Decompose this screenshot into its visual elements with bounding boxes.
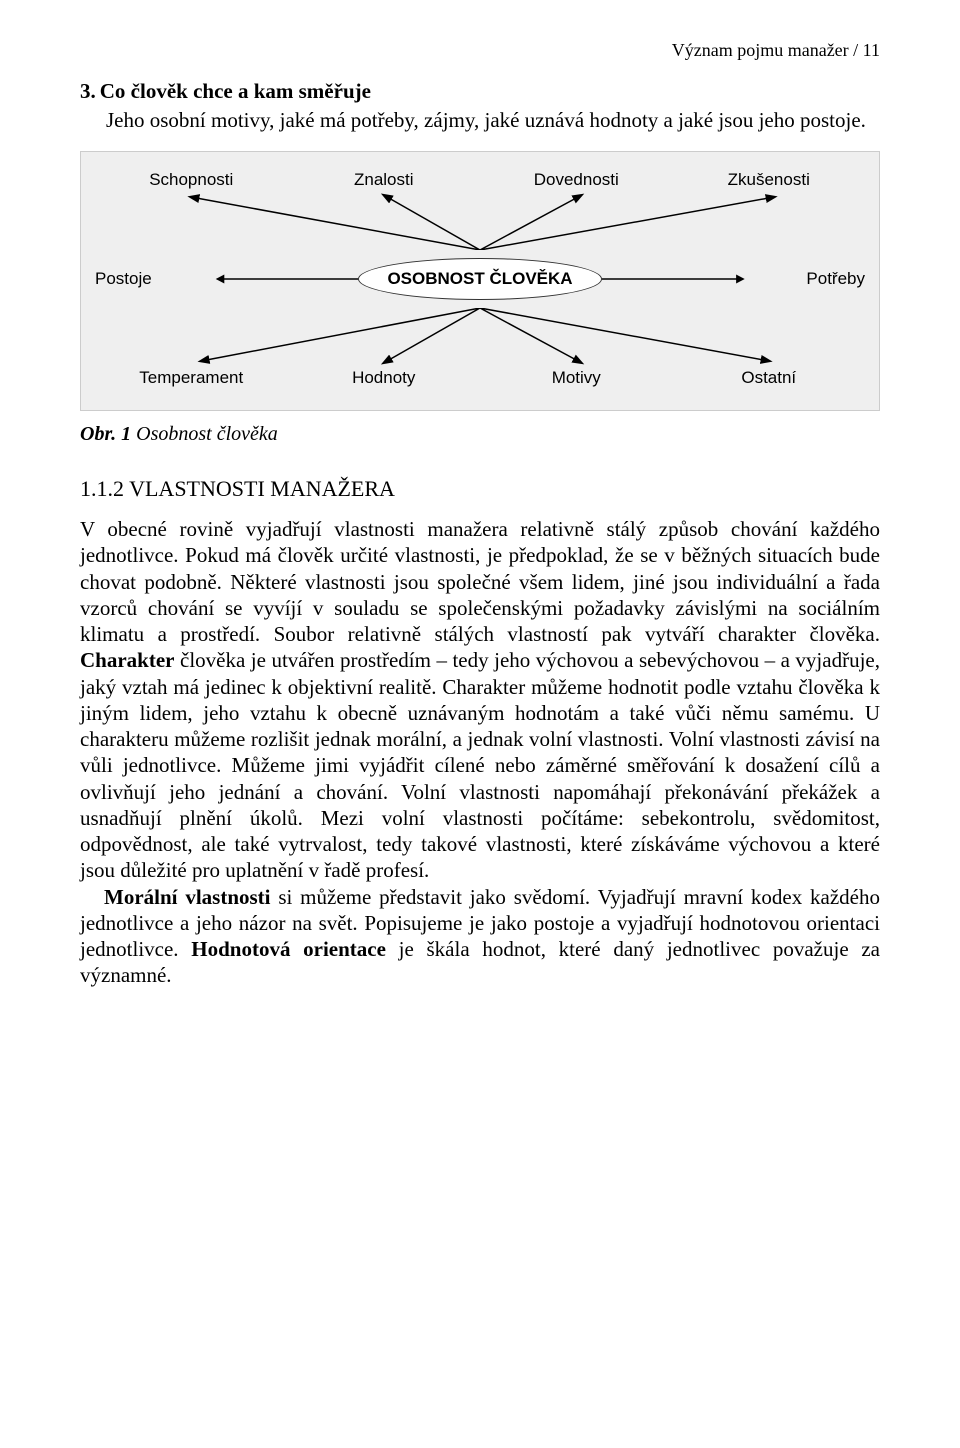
figure-caption-text: Osobnost člověka (131, 423, 278, 445)
p2-bold-hodnotova: Hodnotová orientace (191, 937, 386, 961)
diagram-bottom-row: Temperament Hodnoty Motivy Ostatní (95, 368, 865, 388)
paragraph-1: V obecné rovině vyjadřují vlastnosti man… (80, 516, 880, 884)
diagram-label-ostatni: Ostatní (673, 368, 866, 388)
diagram-label-dovednosti: Dovednosti (480, 170, 673, 190)
paragraph-2: Morální vlastnosti si můžeme představit … (80, 884, 880, 989)
subsection-number: 1.1.2 (80, 476, 124, 501)
diagram-middle-row: Postoje OSOBNOST ČLOVĚKA Potřeby (95, 258, 865, 300)
diagram-center-node: OSOBNOST ČLOVĚKA (358, 258, 601, 300)
diagram-label-schopnosti: Schopnosti (95, 170, 288, 190)
body-text: V obecné rovině vyjadřují vlastnosti man… (80, 516, 880, 989)
page-header: Význam pojmu manažer / 11 (80, 40, 880, 61)
figure-caption-label: Obr. 1 (80, 423, 131, 445)
p1-run-a: V obecné rovině vyjadřují vlastnosti man… (80, 517, 880, 646)
diagram-arrow-left (215, 271, 358, 287)
section-number: 3. (80, 79, 96, 103)
p2-bold-moralni: Morální vlastnosti (104, 885, 271, 909)
diagram-label-temperament: Temperament (95, 368, 288, 388)
subsection-title: VLASTNOSTI MANAŽERA (129, 476, 395, 501)
diagram-top-row: Schopnosti Znalosti Dovednosti Zkušenost… (95, 170, 865, 190)
section-intro: Jeho osobní motivy, jaké má potřeby, záj… (80, 108, 880, 133)
osobnost-diagram: Schopnosti Znalosti Dovednosti Zkušenost… (80, 151, 880, 411)
section-heading: 3. Co člověk chce a kam směřuje (80, 79, 880, 104)
subsection-heading: 1.1.2 VLASTNOSTI MANAŽERA (80, 476, 880, 502)
p1-bold-charakter: Charakter (80, 648, 174, 672)
diagram-label-motivy: Motivy (480, 368, 673, 388)
diagram-arrows-top (95, 190, 865, 250)
p1-run-c: člověka je utvářen prostředím – tedy jeh… (80, 648, 880, 882)
diagram-label-potreby: Potřeby (745, 269, 865, 289)
diagram-arrows-bottom (95, 308, 865, 368)
diagram-label-postoje: Postoje (95, 269, 215, 289)
diagram-label-hodnoty: Hodnoty (288, 368, 481, 388)
section-title: Co člověk chce a kam směřuje (100, 79, 371, 103)
diagram-label-znalosti: Znalosti (288, 170, 481, 190)
diagram-arrow-right (602, 271, 745, 287)
figure-caption: Obr. 1 Osobnost člověka (80, 423, 880, 446)
diagram-label-zkusenosti: Zkušenosti (673, 170, 866, 190)
